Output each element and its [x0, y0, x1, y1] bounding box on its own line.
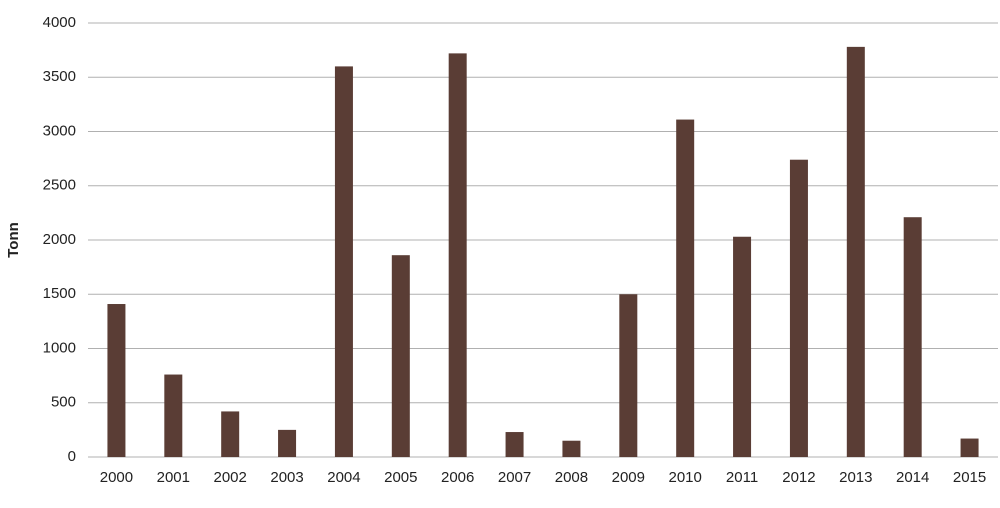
bar [846, 46, 865, 458]
bar [221, 411, 240, 457]
y-tick-label: 3000 [43, 122, 76, 139]
bar [619, 294, 638, 457]
x-tick-label: 2009 [612, 469, 645, 486]
y-tick-label: 1500 [43, 285, 76, 302]
x-tick-label: 2010 [669, 469, 702, 486]
y-tick-label: 500 [51, 394, 76, 411]
x-tick-label: 2012 [782, 469, 815, 486]
x-tick-label: 2013 [839, 469, 872, 486]
bar [334, 66, 353, 458]
y-tick-label: 4000 [43, 14, 76, 31]
x-tick-label: 2001 [157, 469, 190, 486]
bar [733, 236, 752, 457]
y-tick-label: 2000 [43, 231, 76, 248]
y-tick-label: 1000 [43, 339, 76, 356]
y-tick-label: 0 [68, 448, 76, 465]
x-tick-label: 2003 [270, 469, 303, 486]
x-tick-label: 2008 [555, 469, 588, 486]
bar [391, 255, 410, 457]
bar [903, 217, 922, 457]
bar [562, 440, 581, 457]
x-tick-label: 2004 [327, 469, 360, 486]
y-tick-label: 3500 [43, 68, 76, 85]
x-tick-label: 2000 [100, 469, 133, 486]
bar [960, 438, 979, 457]
x-tick-label: 2014 [896, 469, 929, 486]
y-tick-label: 2500 [43, 177, 76, 194]
y-axis-label: Tonn [5, 222, 22, 258]
bar [107, 304, 126, 457]
bar [278, 429, 297, 457]
x-tick-label: 2006 [441, 469, 474, 486]
bar [164, 374, 183, 457]
bar [448, 53, 467, 457]
bar [676, 119, 695, 457]
x-tick-label: 2005 [384, 469, 417, 486]
bar [505, 432, 524, 457]
x-tick-label: 2015 [953, 469, 986, 486]
x-tick-label: 2002 [214, 469, 247, 486]
bar [789, 159, 808, 457]
x-tick-label: 2007 [498, 469, 531, 486]
x-tick-label: 2011 [726, 469, 758, 486]
